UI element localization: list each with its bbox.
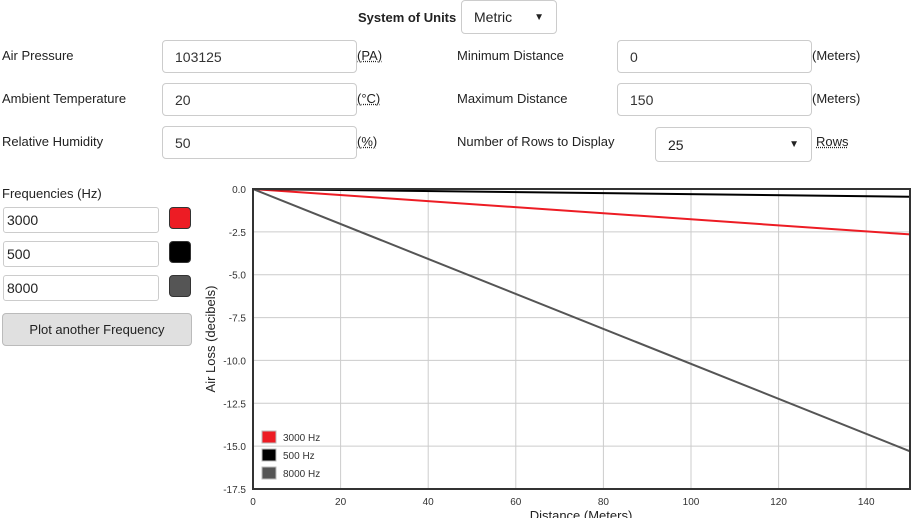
plot-frame (252, 188, 911, 490)
series-line-3000-hz (252, 188, 911, 236)
frequencies-label: Frequencies (Hz) (2, 186, 102, 201)
rows-label: Number of Rows to Display (457, 134, 615, 149)
system-of-units-select[interactable]: Metric ▼ (461, 0, 557, 34)
rows-unit: Rows (816, 134, 849, 149)
dropdown-arrow-icon: ▼ (534, 11, 544, 23)
legend-swatch (261, 430, 277, 444)
y-tick-label: -10.0 (223, 356, 246, 367)
min-distance-label: Minimum Distance (457, 48, 564, 63)
max-distance-input[interactable] (617, 83, 812, 116)
x-tick-label: 120 (770, 497, 787, 508)
frequency-input[interactable] (3, 207, 159, 233)
legend-label: 3000 Hz (283, 433, 320, 444)
y-tick-label: -12.5 (223, 399, 246, 410)
x-axis-label: Distance (Meters) (530, 508, 633, 518)
system-of-units-label: System of Units (358, 10, 457, 25)
rows-select[interactable]: 25 ▼ (655, 127, 812, 162)
x-tick-label: 140 (858, 497, 875, 508)
x-tick-label: 100 (683, 497, 700, 508)
dropdown-arrow-icon: ▼ (789, 139, 799, 150)
humidity-label: Relative Humidity (2, 134, 104, 149)
max-distance-unit: (Meters) (812, 91, 861, 106)
air-loss-chart: 0 20 40 60 80 100 120 140 0.0 -2.5 -5.0 -7.5 -10.0 -1… (203, 185, 911, 518)
y-tick-label: -2.5 (229, 228, 247, 239)
air-pressure-unit: (PA) (357, 48, 383, 63)
legend-label: 8000 Hz (283, 469, 320, 480)
air-pressure-input[interactable] (162, 40, 357, 73)
humidity-unit: (%) (357, 134, 378, 149)
humidity-input[interactable] (162, 126, 357, 159)
x-tick-label: 20 (335, 497, 347, 508)
frequency-input[interactable] (3, 275, 159, 301)
legend-swatch (261, 466, 277, 480)
frequency-input[interactable] (3, 241, 159, 267)
color-swatch[interactable] (169, 275, 191, 297)
min-distance-input[interactable] (617, 40, 812, 73)
air-pressure-label: Air Pressure (2, 48, 74, 63)
y-tick-label: -5.0 (229, 271, 247, 282)
temperature-unit: (°C) (357, 91, 381, 106)
max-distance-label: Maximum Distance (457, 91, 568, 106)
y-tick-label: -15.0 (223, 442, 246, 453)
color-swatch[interactable] (169, 207, 191, 229)
series-line-500-hz (252, 188, 911, 198)
plot-another-frequency-button[interactable]: Plot another Frequency (2, 313, 192, 346)
y-axis-label: Air Loss (decibels) (203, 286, 218, 393)
temperature-label: Ambient Temperature (2, 91, 127, 106)
x-tick-label: 0 (250, 497, 256, 508)
legend-label: 500 Hz (283, 451, 315, 462)
system-of-units-value: Metric (474, 9, 513, 25)
x-tick-label: 80 (598, 497, 610, 508)
x-tick-label: 40 (423, 497, 435, 508)
y-tick-label: -17.5 (223, 485, 246, 496)
series-line-8000-hz (252, 188, 911, 453)
y-tick-label: 0.0 (232, 185, 246, 196)
legend-swatch (261, 448, 277, 462)
color-swatch[interactable] (169, 241, 191, 263)
y-tick-label: -7.5 (229, 314, 247, 325)
x-tick-label: 60 (510, 497, 522, 508)
rows-value: 25 (668, 136, 684, 153)
min-distance-unit: (Meters) (812, 48, 861, 63)
temperature-input[interactable] (162, 83, 357, 116)
